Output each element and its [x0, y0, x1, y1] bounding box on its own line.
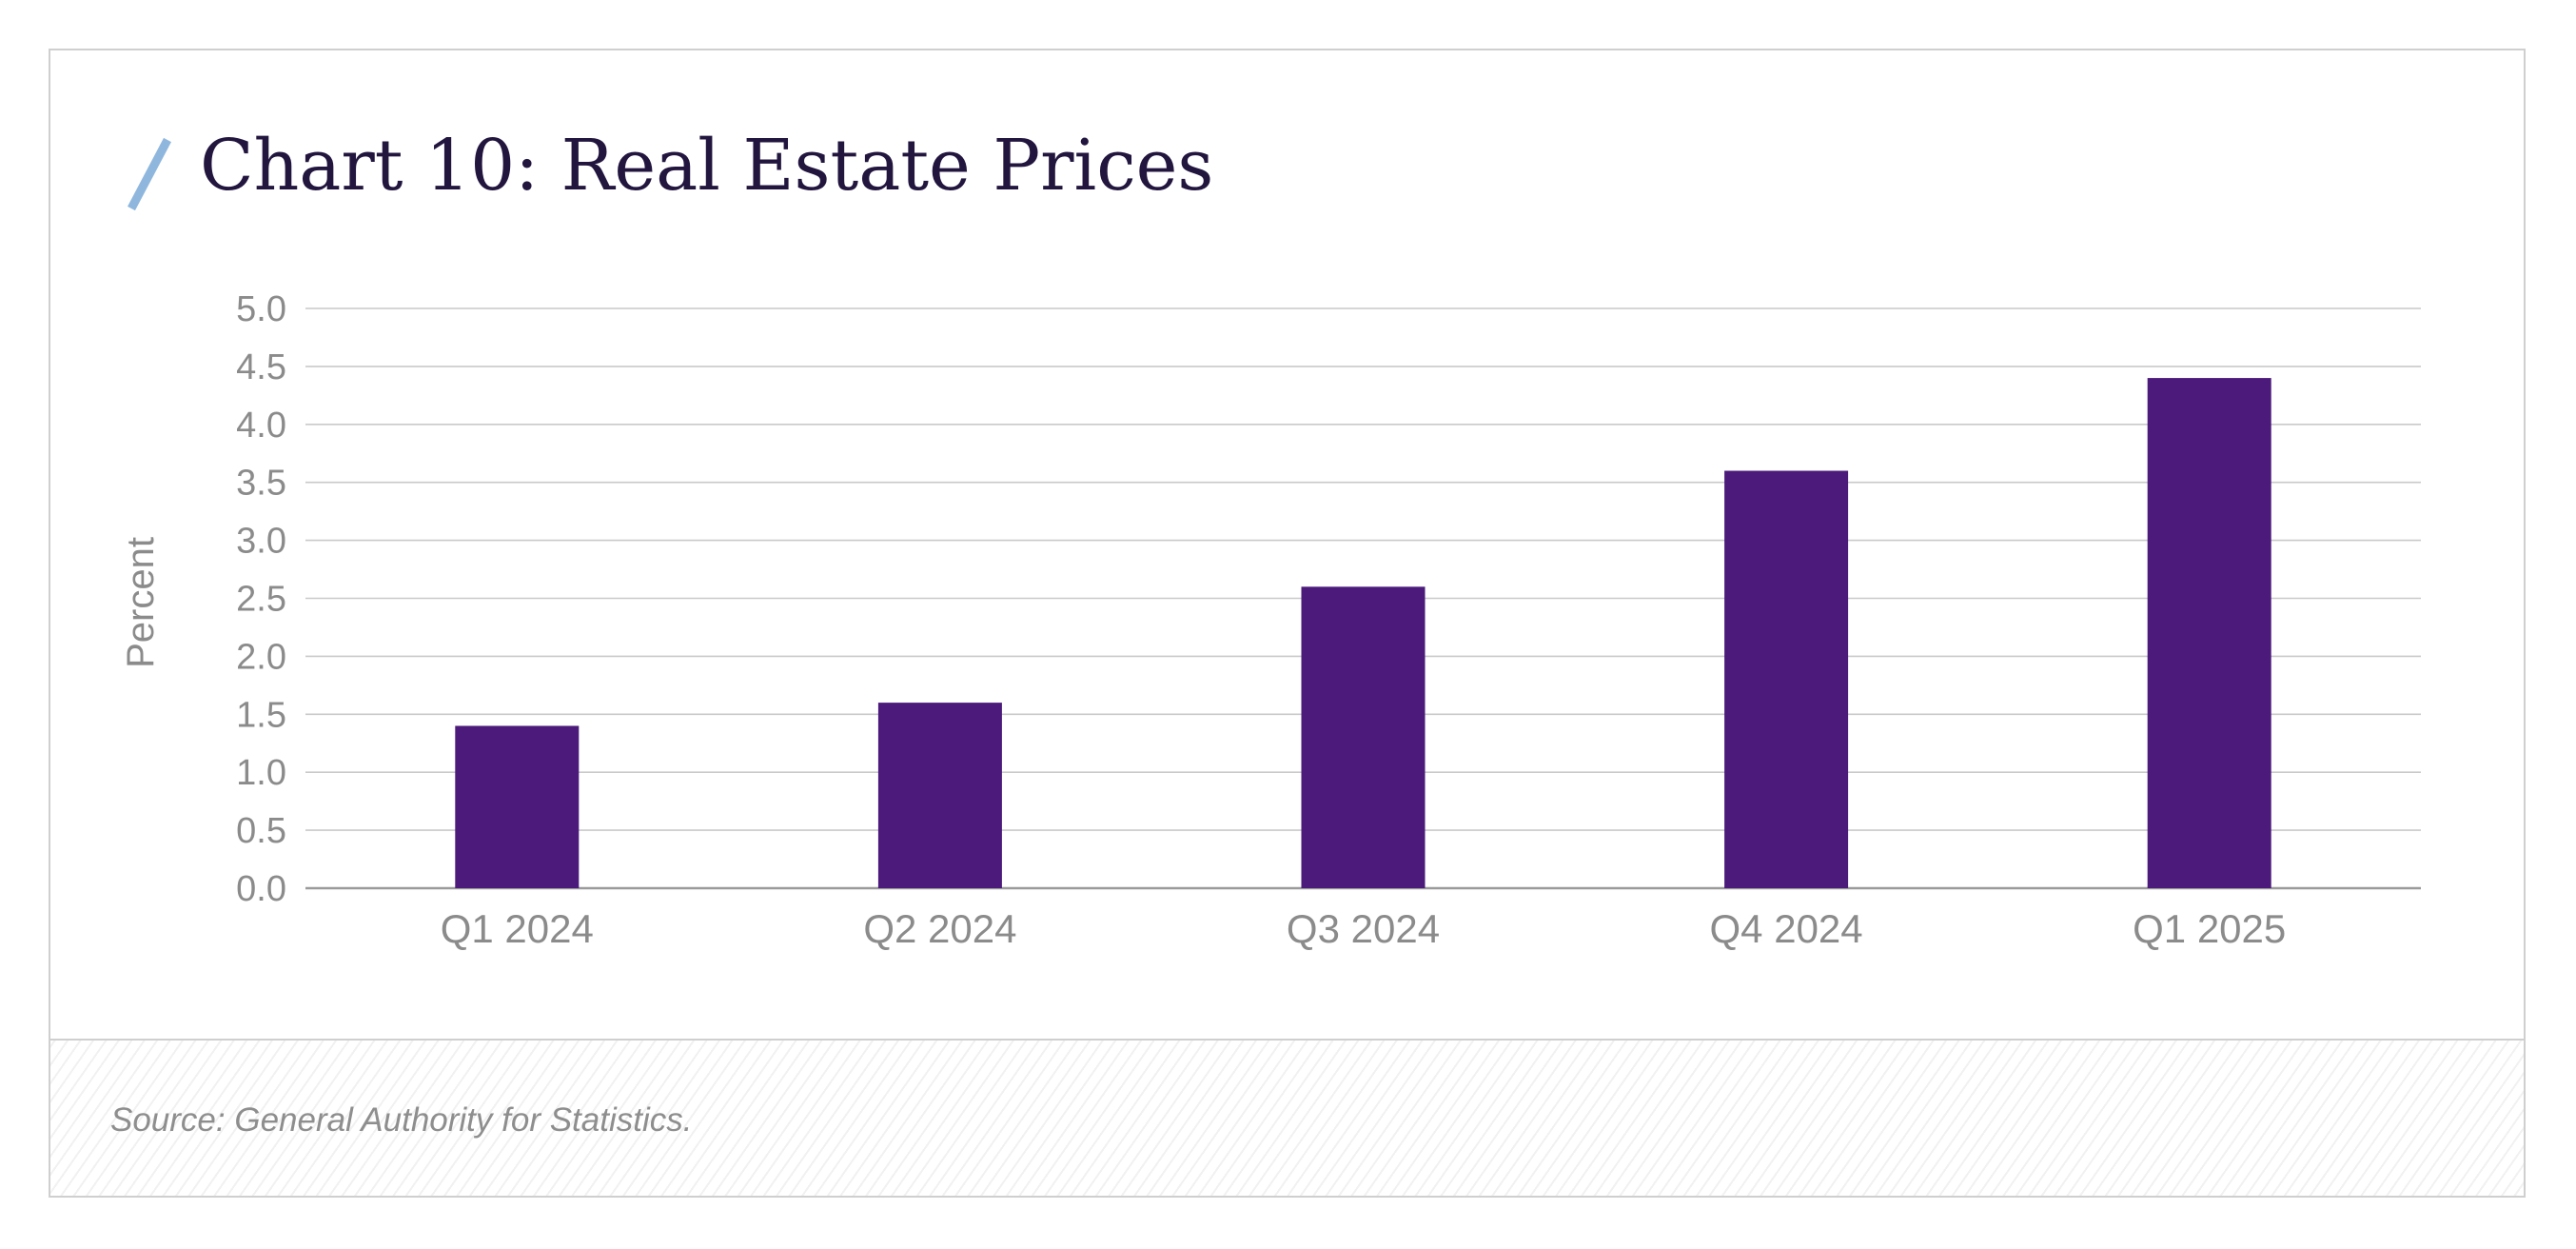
bar-q2-2024: [877, 703, 1002, 888]
y-tick-label: 3.5: [236, 464, 286, 504]
bar-q1-2024: [455, 725, 580, 888]
y-tick-label: 1.0: [236, 753, 286, 793]
y-tick-label: 1.5: [236, 695, 286, 735]
y-tick-label: 0.0: [236, 869, 286, 909]
y-tick-label: 5.0: [236, 289, 286, 329]
y-axis-ticks: 0.0 0.5 1.0 1.5 2.0 2.5 3.0 3.5 4.0 4.5 5.0: [236, 289, 286, 909]
y-tick-label: 3.0: [236, 522, 286, 562]
x-tick-label: Q3 2024: [1287, 906, 1440, 951]
x-tick-label: Q4 2024: [1710, 906, 1863, 951]
y-tick-label: 4.0: [236, 406, 286, 446]
bar-q1-2025: [2147, 378, 2271, 889]
y-tick-label: 2.5: [236, 580, 286, 620]
chart-card: Chart 10: Real Estate Prices 0.0 0.5 1.0 1.…: [49, 49, 2526, 1198]
bar-q4-2024: [1724, 470, 1849, 888]
x-axis-ticks: Q1 2024 Q2 2024 Q3 2024 Q4 2024 Q1 2025: [441, 906, 2287, 951]
bar-chart: 0.0 0.5 1.0 1.5 2.0 2.5 3.0 3.5 4.0 4.5 5.0 Q1 202…: [120, 289, 2421, 951]
y-tick-label: 2.0: [236, 637, 286, 677]
bars: [455, 378, 2271, 889]
x-tick-label: Q1 2025: [2133, 906, 2286, 951]
source-note: Source: General Authority for Statistics…: [110, 1101, 693, 1139]
bar-q3-2024: [1301, 586, 1426, 888]
y-axis-title: Percent: [120, 537, 162, 668]
footer: Source: General Authority for Statistics…: [50, 1039, 2524, 1196]
x-tick-label: Q1 2024: [441, 906, 594, 951]
x-tick-label: Q2 2024: [863, 906, 1016, 951]
y-tick-label: 0.5: [236, 811, 286, 851]
chart-title: Chart 10: Real Estate Prices: [200, 125, 1214, 207]
accent-slash-icon: [128, 137, 171, 211]
y-tick-label: 4.5: [236, 347, 286, 387]
